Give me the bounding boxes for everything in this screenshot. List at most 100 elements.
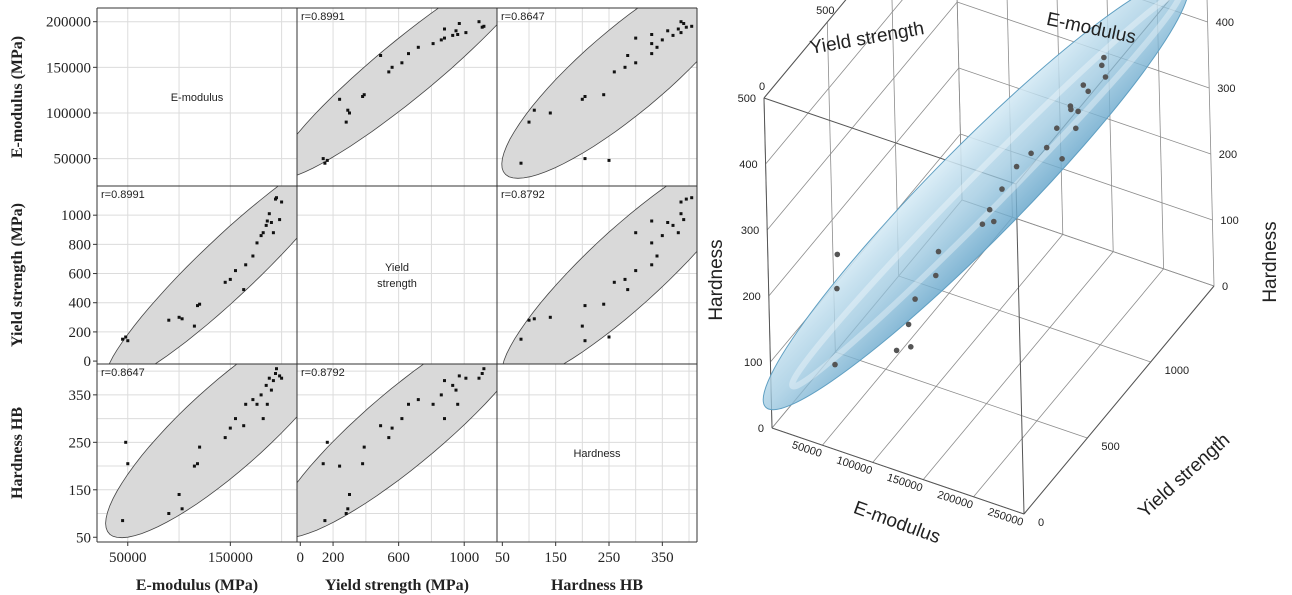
data-point <box>457 22 461 25</box>
data-point <box>387 436 391 440</box>
data-point <box>321 157 325 161</box>
data-point-3d <box>1073 125 1079 132</box>
data-point <box>480 25 484 29</box>
data-point <box>269 221 273 224</box>
data-point <box>121 337 125 341</box>
data-point <box>454 29 458 33</box>
diagonal-label: strength <box>377 278 417 290</box>
data-point <box>255 402 259 406</box>
data-point <box>344 512 348 515</box>
z-tick-label-left: 200 <box>742 291 760 303</box>
x-tick-label-bottom: 200000 <box>936 489 975 512</box>
data-point <box>580 97 584 101</box>
data-point-3d <box>1059 156 1065 162</box>
data-point <box>456 33 460 36</box>
data-point <box>126 339 130 343</box>
y-tick-label: 200 <box>69 325 92 341</box>
data-point-3d <box>1075 108 1081 115</box>
data-point <box>457 374 461 378</box>
x-tick-label: 150 <box>544 550 567 566</box>
correlation-label: r=0.8991 <box>301 11 345 23</box>
data-point <box>244 263 248 267</box>
data-point <box>451 383 455 387</box>
y-tick-label: 400 <box>69 296 92 312</box>
confidence-ellipse <box>297 8 497 176</box>
data-point <box>362 93 366 97</box>
data-point <box>198 445 202 449</box>
y-tick-label: 250 <box>69 435 92 451</box>
box-edge <box>763 0 847 99</box>
x-tick-label-bottom: 250000 <box>986 506 1025 529</box>
data-point <box>177 493 181 496</box>
x-axis-title: E-modulus (MPa) <box>136 577 258 594</box>
data-point <box>482 367 486 371</box>
data-point <box>177 315 181 319</box>
data-point <box>167 318 171 322</box>
data-point <box>348 111 351 115</box>
y-tick-label-bottom: 0 <box>1038 517 1044 529</box>
data-point <box>684 25 688 29</box>
z-tick-label-right: 100 <box>1220 215 1238 227</box>
data-point <box>223 280 227 284</box>
data-point <box>323 519 327 523</box>
confidence-ellipse <box>297 364 497 538</box>
data-point-3d <box>991 218 997 225</box>
data-point <box>482 24 486 28</box>
data-point <box>671 33 675 37</box>
grid-floor-x <box>872 234 1064 463</box>
correlation-label: r=0.8647 <box>501 11 545 23</box>
data-point <box>634 36 638 40</box>
data-point <box>443 417 446 421</box>
data-point <box>265 402 269 406</box>
data-point <box>244 402 248 406</box>
scatter-matrix: r=0.8991 r=0.8647 E-modulus r=0.8991 r=0.879… <box>9 7 698 594</box>
data-point <box>580 324 584 328</box>
grid-left-horizontal <box>766 1 958 231</box>
y-axis-title: Hardness HB <box>9 407 26 499</box>
z-tick-label-left: 0 <box>758 423 764 435</box>
confidence-ellipse <box>502 186 697 364</box>
data-point <box>583 95 587 98</box>
data-point <box>623 65 627 69</box>
data-point <box>264 383 268 387</box>
correlation-label: r=0.8991 <box>101 189 145 201</box>
data-point <box>607 335 611 339</box>
data-point <box>344 120 348 124</box>
data-point <box>390 65 394 69</box>
y-tick-label-top: 500 <box>816 5 834 17</box>
data-point <box>126 462 130 466</box>
z-tick-label-right: 300 <box>1217 83 1235 95</box>
data-point <box>650 42 654 46</box>
data-point <box>223 436 227 440</box>
data-point <box>274 372 277 375</box>
data-point <box>626 54 630 57</box>
data-point <box>682 218 686 222</box>
data-point-3d <box>986 206 993 213</box>
y-tick-label: 600 <box>69 267 92 283</box>
grid-floor-y <box>835 351 1088 439</box>
data-point <box>464 31 468 35</box>
data-point <box>416 398 420 402</box>
data-point <box>124 335 128 339</box>
x-tick-label-bottom: 50000 <box>790 439 823 460</box>
data-point <box>527 120 531 124</box>
data-point <box>390 426 394 430</box>
diagonal-label: E-modulus <box>171 92 224 104</box>
data-point <box>228 426 232 430</box>
y-tick-label: 1000 <box>61 208 91 224</box>
diagonal-label: Hardness <box>573 448 621 460</box>
z-tick-label-left: 300 <box>741 225 759 237</box>
data-point <box>655 45 659 49</box>
data-point <box>278 218 282 222</box>
data-point <box>443 27 446 31</box>
data-point <box>676 231 680 235</box>
data-point <box>196 304 199 308</box>
data-point-3d <box>908 344 914 350</box>
data-point <box>583 339 587 343</box>
y-tick-label-bottom: 1000 <box>1165 365 1189 377</box>
data-point-3d <box>1068 106 1074 113</box>
data-point <box>519 337 523 341</box>
data-point <box>634 231 638 235</box>
data-point <box>387 70 391 74</box>
data-point <box>583 157 587 161</box>
